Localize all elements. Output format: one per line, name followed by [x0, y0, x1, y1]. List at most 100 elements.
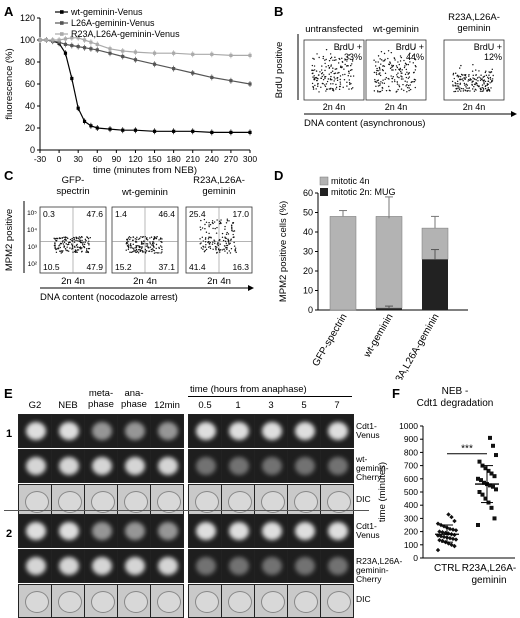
flow-dot — [388, 85, 390, 88]
flow-dot — [312, 76, 314, 78]
flow-dot — [458, 88, 461, 91]
cell-outline — [91, 491, 115, 513]
flow-dot — [314, 84, 316, 87]
flow-dot — [82, 244, 84, 246]
flow-dot — [78, 238, 80, 240]
flow-dot — [126, 238, 128, 241]
flow-dot — [126, 245, 129, 247]
flow-plot-frame — [303, 39, 365, 101]
flow-dot — [489, 78, 492, 80]
flow-dot — [476, 82, 478, 85]
cell-outline — [91, 591, 115, 613]
cell-nucleus — [158, 422, 178, 440]
flow-dot — [144, 252, 147, 254]
flow-dot — [64, 237, 67, 239]
data-point — [82, 38, 87, 42]
flow-dot — [233, 236, 235, 238]
flow-dot — [343, 68, 345, 70]
flow-dot — [215, 248, 217, 250]
x-tick-label: 30 — [73, 154, 83, 164]
flow-dot — [478, 70, 480, 72]
y-tick-label: 80 — [25, 57, 35, 67]
flow-dot — [200, 219, 202, 222]
flow-dot — [59, 250, 61, 252]
flow-dot — [379, 83, 381, 85]
row-channel-label: Venus — [356, 430, 380, 440]
data-point — [489, 471, 494, 476]
flow-dot — [60, 250, 63, 252]
flow-dot — [400, 72, 402, 74]
flow-dot — [88, 243, 90, 245]
flow-plot-frame — [443, 39, 505, 101]
flow-dot — [412, 62, 414, 64]
flow-dot — [399, 68, 401, 71]
flow-dot — [320, 86, 322, 89]
flow-dot — [86, 251, 88, 253]
flow-dot — [464, 78, 466, 80]
flow-dot — [352, 87, 354, 89]
bar-4n — [375, 216, 403, 309]
flow-dot — [350, 88, 353, 90]
flow-dot — [216, 219, 218, 221]
flow-dot — [377, 82, 380, 84]
flow-dot — [129, 243, 132, 245]
fluorescence-image — [84, 449, 118, 483]
y-tick-label: 200 — [404, 527, 418, 537]
flow-dot — [376, 80, 378, 82]
flow-dot — [71, 247, 74, 249]
flow-dot — [56, 237, 59, 240]
legend-swatch — [320, 188, 328, 196]
cell-outline — [124, 491, 148, 513]
flow-dot — [59, 242, 62, 245]
row-channel-label: geminin- — [356, 463, 389, 473]
x-tick-label: 120 — [128, 154, 142, 164]
data-point — [210, 52, 214, 56]
flow-dot — [459, 87, 461, 89]
flow-dot — [161, 238, 163, 240]
flow-dot — [490, 87, 492, 89]
flow-dot — [326, 88, 328, 90]
flow-dot — [232, 230, 234, 233]
flow-dot — [141, 240, 143, 243]
dic-image — [254, 484, 288, 518]
flow-dot — [225, 246, 228, 249]
cell-nucleus — [92, 557, 112, 575]
flow-dot — [223, 248, 225, 251]
flow-dot — [224, 240, 227, 243]
flow-dot — [330, 75, 332, 78]
flow-dot — [88, 247, 91, 250]
flow-dot — [325, 66, 327, 68]
flow-dot — [394, 80, 396, 83]
cell-nucleus — [262, 522, 282, 540]
flow-dot — [324, 77, 326, 79]
flow-dot — [204, 223, 206, 226]
flow-dot — [415, 66, 417, 68]
flow-dot — [327, 78, 330, 80]
flow-dot — [214, 242, 216, 245]
flow-dot — [54, 245, 56, 247]
cell-nucleus — [26, 457, 46, 475]
flow-dot — [479, 79, 482, 81]
flow-dot — [457, 83, 459, 85]
flow-dot — [204, 238, 207, 240]
flow-dot — [483, 75, 486, 77]
cell-nucleus — [328, 557, 348, 575]
flow-dot — [233, 241, 235, 244]
data-point — [437, 537, 442, 543]
data-point — [210, 130, 214, 134]
flow-dot — [466, 87, 468, 90]
fluorescence-image — [254, 514, 288, 548]
flow-dot — [329, 53, 332, 55]
flow-dot — [485, 74, 488, 77]
flow-dot — [479, 77, 482, 79]
flow-dot — [325, 83, 328, 85]
flow-dot — [233, 245, 236, 247]
flow-dot — [144, 248, 147, 251]
flow-dot — [453, 90, 455, 93]
flow-dot — [465, 83, 468, 85]
flow-dot — [328, 66, 331, 69]
y-tick-label: 400 — [404, 500, 418, 510]
flow-dot — [312, 69, 314, 72]
flow-dot — [346, 65, 349, 67]
flow-dot — [339, 66, 342, 68]
